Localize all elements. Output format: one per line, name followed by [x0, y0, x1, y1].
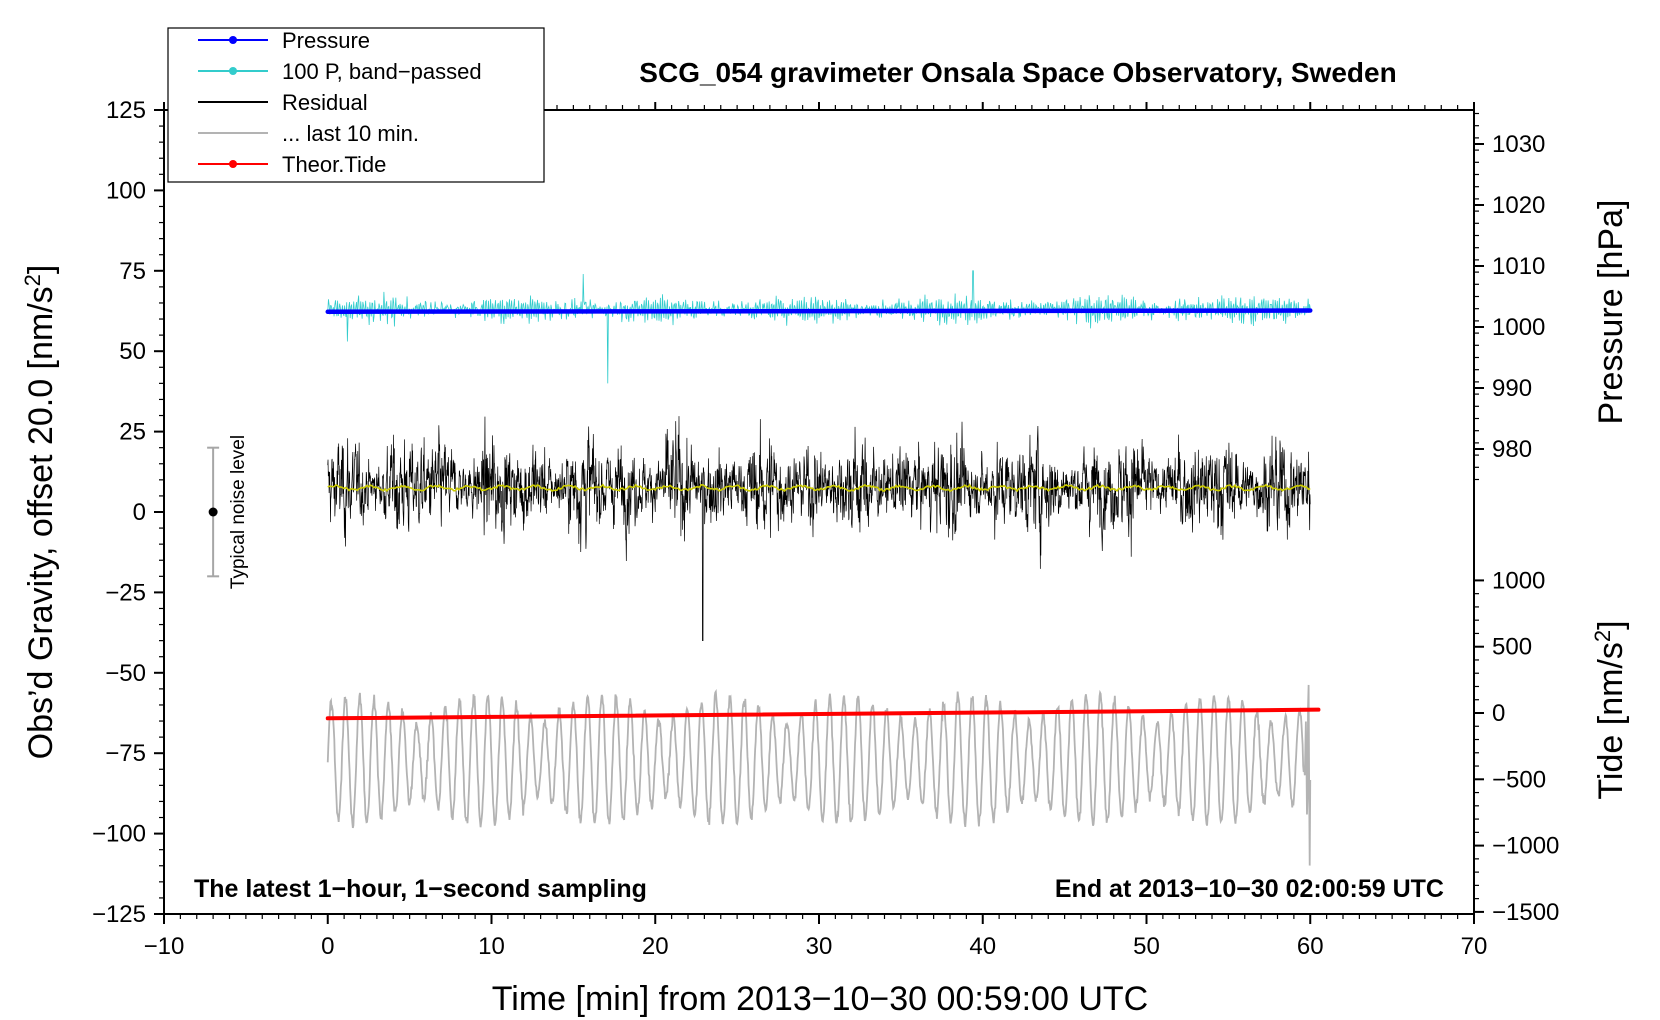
y-left-tick-label: 75 — [119, 258, 146, 285]
pressure-tick-label: 1030 — [1492, 131, 1545, 158]
y-axis-label-tide: Tide [nm/s2] — [1590, 620, 1630, 799]
noise-level-label: Typical noise level — [228, 435, 249, 589]
legend: Pressure 100 P, band−passed Residual ... la… — [167, 27, 545, 183]
x-tick-label: 10 — [478, 933, 505, 960]
noise-bar-center-dot — [208, 507, 218, 517]
series-residual-smoothed — [327, 483, 1311, 493]
y-axis-label-left-main: Obs’d Gravity, offset 20.0 [nm/s — [22, 286, 60, 759]
y-left-tick-label: 25 — [119, 419, 146, 446]
tide-tick-label: 0 — [1492, 700, 1505, 727]
series-last-10-min — [326, 684, 1312, 866]
x-tick-label: 40 — [969, 933, 996, 960]
y-axis-label-left-sup: 2 — [20, 274, 45, 286]
y-axis-label-tide-close: ] — [1592, 620, 1630, 629]
legend-label: Theor.Tide — [282, 152, 386, 177]
legend-label: ... last 10 min. — [282, 121, 419, 146]
tide-tick-label: 500 — [1492, 634, 1532, 661]
legend-marker — [229, 160, 237, 168]
annotation-sampling: The latest 1−hour, 1−second sampling — [194, 875, 647, 903]
x-tick-label: 60 — [1297, 933, 1324, 960]
tide-tick-label: −500 — [1492, 766, 1546, 793]
y-axis-label-left-close: ] — [22, 265, 60, 274]
y-axis-label-tide-sup: 2 — [1590, 630, 1615, 642]
legend-box — [167, 27, 545, 183]
series-pressure-bandpassed — [327, 270, 1311, 384]
legend-label: Residual — [282, 90, 368, 115]
x-tick-label: 50 — [1133, 933, 1160, 960]
legend-label: 100 P, band−passed — [282, 59, 482, 84]
tide-tick-label: −1500 — [1492, 899, 1559, 926]
legend-label: Pressure — [282, 28, 370, 53]
series-pressure — [325, 308, 1313, 314]
x-tick-label: 30 — [806, 933, 833, 960]
y-axis-label-tide-main: Tide [nm/s — [1592, 642, 1630, 799]
x-axis-label: Time [min] from 2013−10−30 00:59:00 UTC — [492, 980, 1148, 1018]
series-theoretical-tide — [325, 707, 1321, 721]
y-left-tick-label: 0 — [133, 499, 146, 526]
y-left-tick-label: −125 — [92, 901, 146, 928]
series-layer — [325, 270, 1321, 866]
pressure-tick-label: 1020 — [1492, 192, 1545, 219]
tide-tick-label: 1000 — [1492, 567, 1545, 594]
y-left-tick-label: 125 — [106, 97, 146, 124]
ticks-layer: −10 0 10 20 30 40 50 60 701251007550250−25−50−75… — [92, 97, 1559, 960]
series-residual — [327, 416, 1311, 641]
x-tick-label: 0 — [321, 933, 334, 960]
legend-marker — [229, 36, 237, 44]
y-left-tick-label: −25 — [105, 579, 146, 606]
tide-tick-label: −1000 — [1492, 833, 1559, 860]
pressure-tick-label: 1010 — [1492, 253, 1545, 280]
x-tick-label: −10 — [144, 933, 185, 960]
noise-level-bar — [207, 446, 220, 578]
y-left-tick-label: 50 — [119, 338, 146, 365]
legend-marker — [229, 67, 237, 75]
y-left-tick-label: −100 — [92, 821, 146, 848]
y-left-tick-label: 100 — [106, 177, 146, 204]
x-tick-label: 20 — [642, 933, 669, 960]
pressure-tick-label: 990 — [1492, 375, 1532, 402]
pressure-tick-label: 1000 — [1492, 314, 1545, 341]
y-left-tick-label: −50 — [105, 660, 146, 687]
chart-title: SCG_054 gravimeter Onsala Space Observat… — [639, 57, 1396, 88]
x-tick-label: 70 — [1461, 933, 1488, 960]
y-axis-label-pressure: Pressure [hPa] — [1592, 200, 1630, 425]
pressure-tick-label: 980 — [1492, 436, 1532, 463]
annotation-end-time: End at 2013−10−30 02:00:59 UTC — [1055, 875, 1444, 903]
y-left-tick-label: −75 — [105, 740, 146, 767]
y-axis-label-left: Obs’d Gravity, offset 20.0 [nm/s2] — [20, 265, 60, 760]
